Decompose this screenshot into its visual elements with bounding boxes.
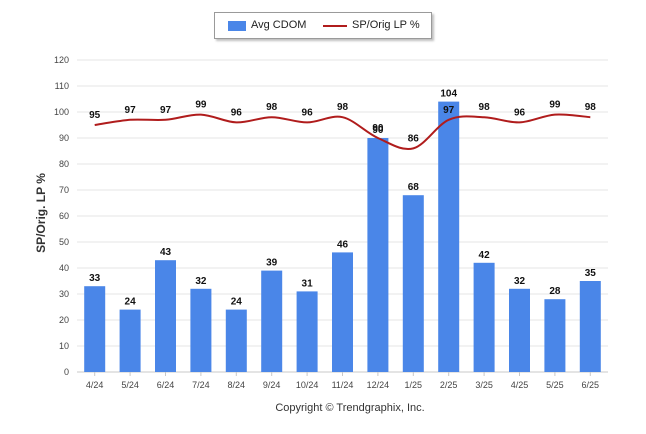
x-tick-label: 7/24 <box>192 380 210 390</box>
bar <box>509 288 530 372</box>
x-tick-label: 5/25 <box>546 380 564 390</box>
bar <box>579 281 601 372</box>
x-tick-label: 2/25 <box>440 380 458 390</box>
y-tick-label: 50 <box>59 237 69 247</box>
x-tick-label: 4/25 <box>511 380 529 390</box>
line-series <box>94 113 591 151</box>
bar-value-label: 39 <box>266 258 278 269</box>
bar <box>190 288 212 372</box>
y-tick-label: 10 <box>59 341 69 351</box>
x-tick-label: 9/24 <box>263 380 281 390</box>
y-tick-label: 120 <box>54 55 69 65</box>
x-axis-ticks: 4/24 5/24 6/24 7/24 8/24 9/24 10/24 11/24 12/24 1… <box>86 372 599 390</box>
x-tick-label: 10/24 <box>296 380 319 390</box>
y-tick-label: 100 <box>54 107 69 117</box>
x-tick-label: 8/24 <box>228 380 246 390</box>
line-value-label: 97 <box>125 105 137 116</box>
legend: Avg CDOM SP/Orig LP % <box>214 12 432 39</box>
y-tick-label: 80 <box>59 159 69 169</box>
bar-value-label: 35 <box>585 268 597 279</box>
bar <box>84 286 106 372</box>
line-path <box>94 113 591 151</box>
line-value-label: 97 <box>443 105 455 116</box>
bar <box>367 138 389 372</box>
bar-value-label: 31 <box>302 278 314 289</box>
bar <box>155 260 176 372</box>
legend-label-bar: Avg CDOM <box>251 19 307 31</box>
bar <box>261 270 283 372</box>
bar-value-label: 46 <box>337 239 349 250</box>
line-value-label: 95 <box>89 110 101 121</box>
line-value-label: 90 <box>372 123 384 134</box>
bar-value-label: 32 <box>195 276 207 287</box>
bar <box>473 262 495 372</box>
bar-value-label: 104 <box>440 89 457 100</box>
x-tick-label: 5/24 <box>121 380 139 390</box>
y-axis-ticks: 0 10 20 30 40 50 60 70 80 90 100 110 120 <box>54 55 69 377</box>
y-tick-label: 0 <box>64 367 69 377</box>
x-tick-label: 4/24 <box>86 380 104 390</box>
line-value-label: 98 <box>585 102 597 113</box>
legend-label-line: SP/Orig LP % <box>352 19 420 31</box>
y-axis-label: SP/Orig. LP % <box>34 173 48 253</box>
line-value-label: 96 <box>302 107 314 118</box>
bar-value-label: 68 <box>408 182 420 193</box>
bar <box>119 309 141 372</box>
bar-value-label: 24 <box>231 297 243 308</box>
line-value-label: 98 <box>479 102 491 113</box>
y-tick-label: 90 <box>59 133 69 143</box>
bar <box>402 195 424 372</box>
bar <box>438 101 460 372</box>
y-tick-label: 20 <box>59 315 69 325</box>
y-tick-label: 30 <box>59 289 69 299</box>
x-tick-label: 6/25 <box>582 380 600 390</box>
line-value-label: 97 <box>160 105 172 116</box>
bar-value-label: 24 <box>125 297 137 308</box>
bar-series <box>84 101 601 372</box>
y-tick-label: 110 <box>55 81 69 91</box>
x-tick-label: 11/24 <box>332 380 354 390</box>
x-tick-label: 1/25 <box>405 380 423 390</box>
y-tick-label: 60 <box>59 211 69 221</box>
x-tick-label: 12/24 <box>367 380 390 390</box>
data-labels: 33 24 43 32 24 39 31 46 90 68 104 42 32 28 35 95 97 97 99 9… <box>89 89 596 308</box>
copyright-text: Copyright © Trendgraphix, Inc. <box>275 402 425 414</box>
line-value-label: 99 <box>549 100 561 111</box>
legend-swatch-bar <box>228 21 246 31</box>
y-tick-label: 70 <box>59 185 69 195</box>
bar-value-label: 28 <box>549 286 561 297</box>
legend-swatch-line <box>323 25 347 27</box>
bar-value-label: 42 <box>479 250 491 261</box>
line-value-label: 98 <box>337 102 349 113</box>
bar <box>544 299 566 372</box>
bar <box>225 309 247 372</box>
line-value-label: 86 <box>408 133 420 144</box>
bar-value-label: 32 <box>514 276 526 287</box>
line-value-label: 96 <box>231 107 243 118</box>
line-value-label: 96 <box>514 107 526 118</box>
bar <box>332 252 353 372</box>
bar-value-label: 43 <box>160 247 172 258</box>
line-value-label: 99 <box>195 100 207 111</box>
bar-value-label: 33 <box>89 273 101 284</box>
x-tick-label: 3/25 <box>475 380 493 390</box>
y-tick-label: 40 <box>59 263 69 273</box>
bar-value-label: 90 <box>372 125 384 136</box>
bar <box>296 291 318 372</box>
line-value-label: 98 <box>266 102 278 113</box>
x-tick-label: 6/24 <box>157 380 175 390</box>
